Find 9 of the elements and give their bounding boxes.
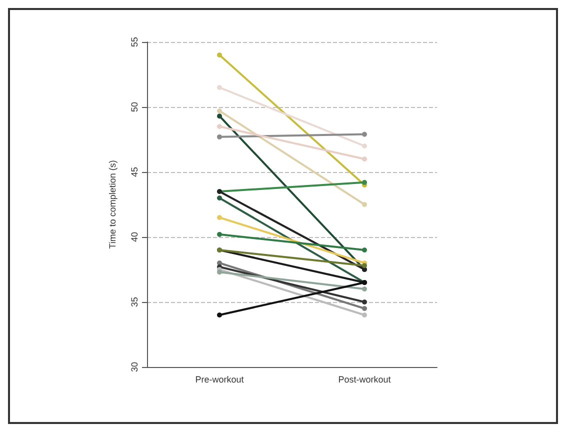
y-tick-label: 55 bbox=[130, 36, 140, 48]
x-tick-label: Pre-workout bbox=[195, 374, 244, 384]
y-axis-title: Time to completion (s) bbox=[108, 160, 118, 249]
y-tick-label: 50 bbox=[130, 102, 140, 112]
y-tick-label: 30 bbox=[130, 362, 140, 372]
x-tick-label: Post-workout bbox=[338, 374, 392, 384]
y-tick-label: 45 bbox=[130, 166, 140, 178]
y-tick-label: 35 bbox=[130, 296, 140, 308]
y-tick-label: 40 bbox=[130, 232, 140, 242]
